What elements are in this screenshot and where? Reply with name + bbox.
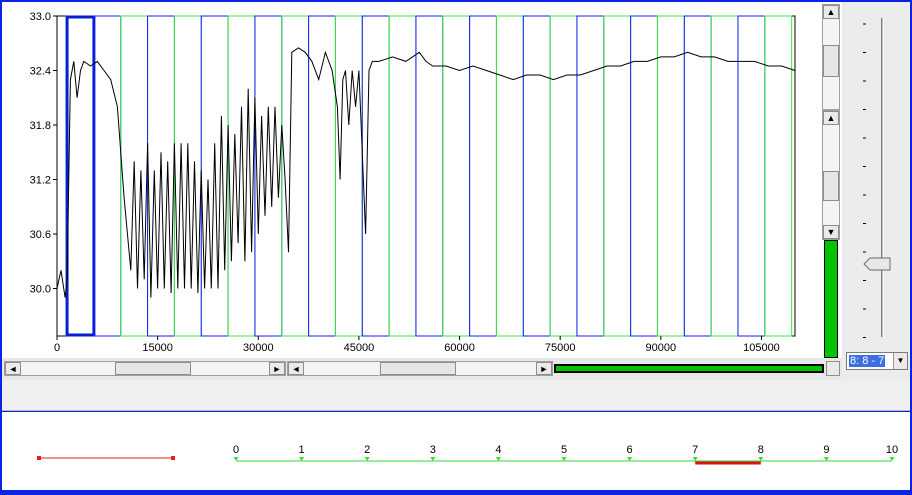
x-tick-label: 105000 xyxy=(743,342,780,354)
vscroll-upper[interactable]: ▲ xyxy=(822,4,840,110)
ruler-marker[interactable] xyxy=(758,457,764,461)
legend-marker xyxy=(171,456,175,460)
ruler-label: 8 xyxy=(758,444,764,456)
ruler-label: 7 xyxy=(692,444,698,456)
ruler-label: 0 xyxy=(233,444,239,456)
channel-select[interactable]: 8: 8 - 7 ▼ xyxy=(846,352,908,370)
status-row xyxy=(2,380,910,411)
hscroll-left-left-button[interactable]: ◄ xyxy=(5,362,21,375)
x-tick-label: 0 xyxy=(54,342,60,354)
ruler-label: 3 xyxy=(430,444,436,456)
left-arrow-icon: ◄ xyxy=(8,364,18,374)
bottom-panel: 0 1 2 3 4 5 6 7 8 9 10 xyxy=(2,412,910,490)
hscroll-green-bar xyxy=(554,364,824,373)
x-tick-label: 15000 xyxy=(142,342,173,354)
vscroll-upper-up-button[interactable]: ▲ xyxy=(823,5,839,19)
side-panel xyxy=(842,2,910,382)
y-tick-label: 31.8 xyxy=(30,120,51,132)
vscroll-upper-thumb[interactable] xyxy=(823,45,839,77)
right-arrow-icon: ► xyxy=(272,364,282,374)
hscroll-left[interactable]: ◄ ► xyxy=(4,361,286,376)
x-tick-label: 75000 xyxy=(545,342,576,354)
y-tick-label: 33.0 xyxy=(30,11,51,23)
vscroll-middle-up-button[interactable]: ▲ xyxy=(823,111,839,125)
ruler-label: 9 xyxy=(823,444,829,456)
ruler-label: 1 xyxy=(299,444,305,456)
hscroll-middle[interactable]: ◄ ► xyxy=(287,361,553,376)
channel-select-value: 8: 8 - 7 xyxy=(849,355,886,367)
ruler-label: 6 xyxy=(627,444,633,456)
hscroll-row: ◄ ► ◄ ► xyxy=(2,358,842,380)
vscroll-middle[interactable]: ▲ ▼ xyxy=(822,110,840,240)
right-arrow-icon: ► xyxy=(539,364,549,374)
ruler-marker[interactable] xyxy=(364,457,370,461)
ruler-marker[interactable] xyxy=(627,457,633,461)
ruler-label: 10 xyxy=(886,444,898,456)
signal-line xyxy=(56,47,796,298)
ruler-label: 4 xyxy=(495,444,501,456)
x-tick-label: 60000 xyxy=(444,342,475,354)
hscroll-middle-left-button[interactable]: ◄ xyxy=(288,362,304,375)
x-tick-label: 90000 xyxy=(646,342,677,354)
up-arrow-icon: ▲ xyxy=(826,113,836,123)
dropdown-arrow-icon[interactable]: ▼ xyxy=(893,353,907,369)
ruler-marker[interactable] xyxy=(233,457,239,461)
y-tick-label: 32.4 xyxy=(30,66,51,78)
down-arrow-icon: ▼ xyxy=(826,227,836,237)
ruler-marker[interactable] xyxy=(561,457,567,461)
analysis-window[interactable] xyxy=(764,15,793,337)
ruler-marker[interactable] xyxy=(430,457,436,461)
green-level-bar xyxy=(824,240,838,358)
ruler-label: 5 xyxy=(561,444,567,456)
ruler-label: 2 xyxy=(364,444,370,456)
slider-thumb[interactable] xyxy=(863,257,891,271)
left-arrow-icon: ◄ xyxy=(291,364,301,374)
y-tick-label: 30.0 xyxy=(30,284,51,296)
vertical-slider[interactable] xyxy=(842,2,910,352)
y-tick-label: 31.2 xyxy=(30,175,51,187)
up-arrow-icon: ▲ xyxy=(826,7,836,17)
hscroll-left-right-button[interactable]: ► xyxy=(269,362,285,375)
legend-marker xyxy=(37,456,41,460)
ruler-marker[interactable] xyxy=(692,457,698,461)
hscroll-left-thumb[interactable] xyxy=(115,362,191,375)
y-tick-label: 30.6 xyxy=(30,229,51,241)
ruler-marker[interactable] xyxy=(823,457,829,461)
corner-grip[interactable] xyxy=(826,361,840,376)
hscroll-middle-right-button[interactable]: ► xyxy=(536,362,552,375)
x-tick-label: 45000 xyxy=(344,342,375,354)
hscroll-middle-thumb[interactable] xyxy=(380,362,456,375)
chart-panel: 33.0 32.4 31.8 31.2 30.6 30.0 0 15000 30000 45000… xyxy=(2,2,842,358)
ruler-marker[interactable] xyxy=(495,457,501,461)
vscroll-middle-thumb[interactable] xyxy=(823,171,839,201)
ruler-marker[interactable] xyxy=(299,457,305,461)
signal-chart[interactable]: 33.0 32.4 31.8 31.2 30.6 30.0 0 15000 30000 45000… xyxy=(2,2,842,358)
ruler-marker[interactable] xyxy=(889,457,895,461)
x-tick-label: 30000 xyxy=(243,342,274,354)
segment-ruler[interactable]: 0 1 2 3 4 5 6 7 8 9 10 xyxy=(2,412,910,490)
vscroll-middle-down-button[interactable]: ▼ xyxy=(823,225,839,239)
